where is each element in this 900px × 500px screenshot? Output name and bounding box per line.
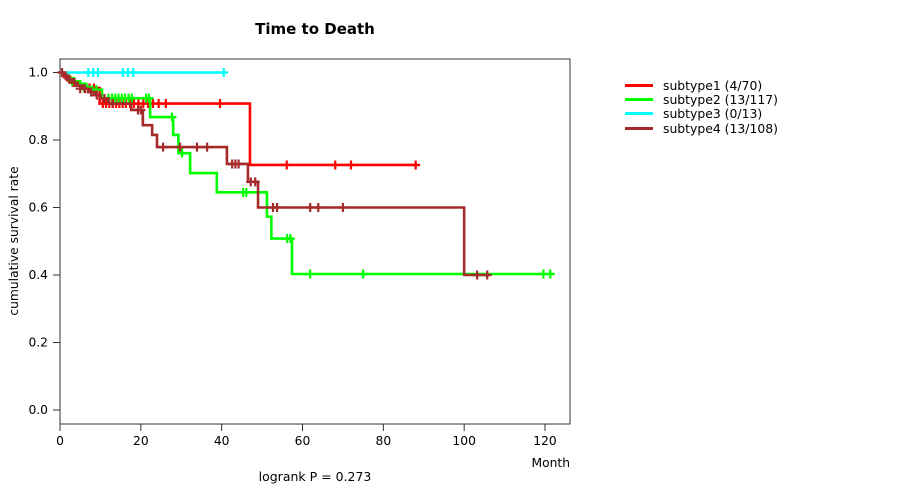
survival-curve-1 xyxy=(60,71,418,167)
legend-item-label: subtype2 (13/117) xyxy=(663,92,778,108)
x-axis-title: Month xyxy=(531,456,570,470)
legend-item-label: subtype1 (4/70) xyxy=(663,77,763,93)
y-axis-title: cumulative survival rate xyxy=(7,166,21,316)
survival-curve-4 xyxy=(60,71,491,277)
censor-marks-3 xyxy=(83,68,229,77)
y-tick-label: 0.0 xyxy=(28,403,48,417)
legend-line-swatch xyxy=(625,83,653,87)
legend-item-label: subtype3 (0/13) xyxy=(663,106,763,122)
y-tick-label: 0.6 xyxy=(28,201,48,215)
legend-line-swatch xyxy=(625,126,653,130)
y-tick-label: 1.0 xyxy=(28,66,48,80)
x-tick-label: 80 xyxy=(376,434,392,448)
x-tick-label: 120 xyxy=(533,434,556,448)
x-tick-label: 20 xyxy=(133,434,149,448)
x-tick-label: 40 xyxy=(214,434,230,448)
chart-title: Time to Death xyxy=(255,20,375,38)
legend-item: subtype1 (4/70) xyxy=(625,77,778,93)
censor-marks-4 xyxy=(57,68,492,280)
y-tick-label: 0.2 xyxy=(28,336,48,350)
legend-item: subtype2 (13/117) xyxy=(625,92,778,108)
legend-item: subtype3 (0/13) xyxy=(625,106,778,122)
legend-line-swatch xyxy=(625,112,653,116)
legend: subtype1 (4/70) subtype2 (13/117) subtype3… xyxy=(625,78,778,136)
x-tick-label: 60 xyxy=(295,434,311,448)
legend-line-swatch xyxy=(625,98,653,102)
x-tick-label: 0 xyxy=(56,434,64,448)
x-tick-label: 100 xyxy=(452,434,475,448)
y-tick-label: 0.8 xyxy=(28,133,48,147)
legend-item: subtype4 (13/108) xyxy=(625,120,778,136)
logrank-pvalue-text: logrank P = 0.273 xyxy=(258,469,372,484)
legend-item-label: subtype4 (13/108) xyxy=(663,120,778,136)
censor-marks-1 xyxy=(62,72,421,170)
y-tick-label: 0.4 xyxy=(28,268,48,282)
plot-border xyxy=(59,58,571,425)
